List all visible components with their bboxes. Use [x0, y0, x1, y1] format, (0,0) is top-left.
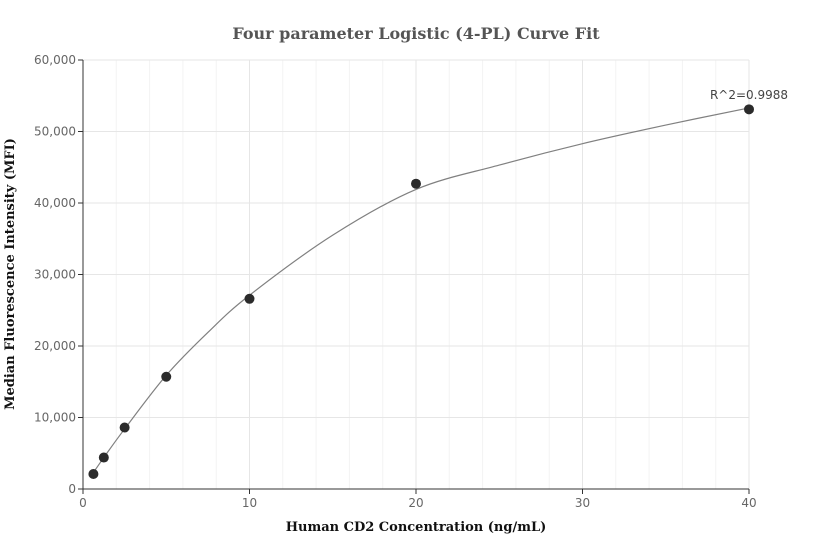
data-point: [161, 371, 172, 382]
x-ticks: 0 10 20 30 40: [79, 489, 757, 510]
data-point: [244, 293, 255, 304]
y-tick-label: 10,000: [34, 411, 76, 425]
x-axis-label: Human CD2 Concentration (ng/mL): [286, 520, 547, 535]
x-tick-label: 40: [741, 496, 756, 510]
y-tick-label: 0: [68, 482, 76, 496]
r-squared-annotation: R^2=0.9988: [710, 88, 788, 102]
y-tick-label: 50,000: [34, 125, 76, 139]
x-tick-label: 30: [575, 496, 590, 510]
y-axis-label: Median Fluorescence Intensity (MFI): [3, 138, 18, 410]
x-tick-label: 20: [408, 496, 423, 510]
x-tick-label: 0: [79, 496, 87, 510]
y-tick-label: 60,000: [34, 53, 76, 67]
data-point: [88, 468, 99, 479]
y-tick-label: 30,000: [34, 268, 76, 282]
y-ticks: 0 10,000 20,000 30,000 40,000 50,000 60,000: [34, 53, 83, 496]
series: [88, 104, 754, 479]
x-tick-label: 10: [242, 496, 257, 510]
data-point: [411, 178, 421, 189]
chart-title: Four parameter Logistic (4-PL) Curve Fit: [232, 24, 600, 43]
y-tick-label: 20,000: [34, 339, 76, 353]
data-point: [98, 452, 109, 463]
y-tick-label: 40,000: [34, 196, 76, 210]
data-point: [119, 422, 130, 433]
data-point: [744, 104, 754, 115]
grid: [83, 59, 750, 489]
